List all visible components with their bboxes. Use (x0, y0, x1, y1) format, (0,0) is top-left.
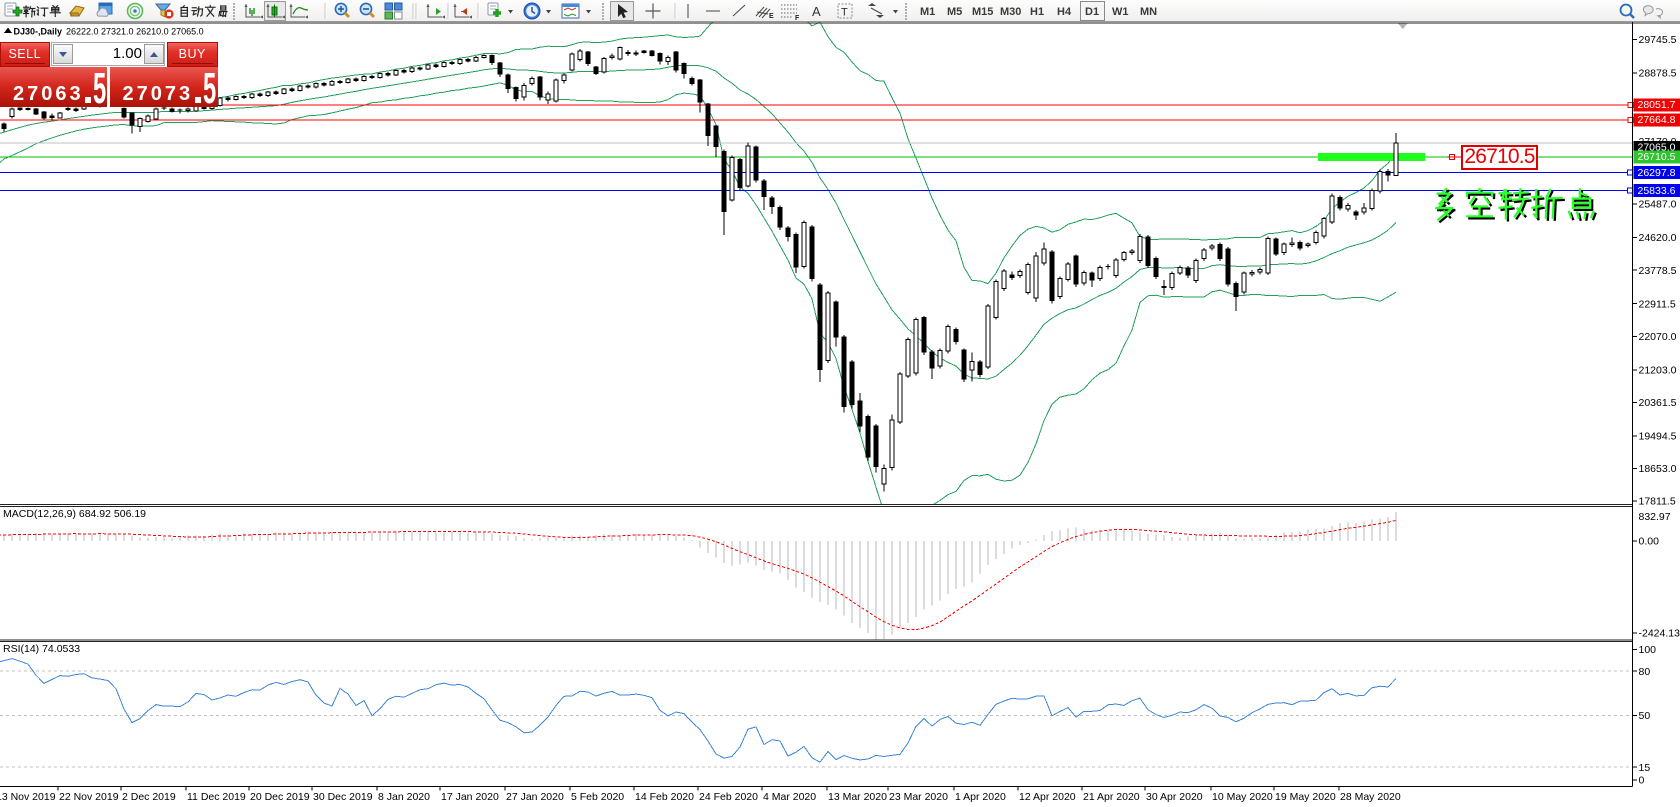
svg-text:5 Feb 2020: 5 Feb 2020 (571, 791, 624, 803)
svg-text:100: 100 (1639, 644, 1657, 656)
svg-text:28 May 2020: 28 May 2020 (1340, 791, 1401, 803)
svg-text:4 Mar 2020: 4 Mar 2020 (763, 791, 816, 803)
svg-text:17 Jan 2020: 17 Jan 2020 (441, 791, 499, 803)
svg-text:30 Dec 2019: 30 Dec 2019 (313, 791, 373, 803)
svg-text:MACD(12,26,9) 684.92 506.19: MACD(12,26,9) 684.92 506.19 (3, 508, 146, 520)
svg-text:25487.0: 25487.0 (1639, 199, 1677, 211)
svg-text:1 Apr 2020: 1 Apr 2020 (955, 791, 1006, 803)
svg-text:RSI(14) 74.0533: RSI(14) 74.0533 (3, 643, 80, 655)
svg-text:24620.0: 24620.0 (1639, 232, 1677, 244)
svg-text:2 Dec 2019: 2 Dec 2019 (122, 791, 176, 803)
svg-text:D1: D1 (1085, 6, 1099, 18)
svg-text:8 Jan 2020: 8 Jan 2020 (378, 791, 430, 803)
svg-text:M5: M5 (947, 6, 962, 18)
svg-text:DJ30-,Daily: DJ30-,Daily (14, 27, 63, 37)
svg-text:T: T (841, 7, 848, 19)
svg-text:19 May 2020: 19 May 2020 (1275, 791, 1336, 803)
svg-text:30 Apr 2020: 30 Apr 2020 (1146, 791, 1203, 803)
svg-text:13 Nov 2019: 13 Nov 2019 (0, 791, 56, 803)
svg-text:26222.0 27321.0 26210.0 27065.: 26222.0 27321.0 26210.0 27065.0 (66, 27, 204, 37)
svg-text:21 Apr 2020: 21 Apr 2020 (1083, 791, 1140, 803)
svg-text:24 Feb 2020: 24 Feb 2020 (699, 791, 758, 803)
svg-text:M15: M15 (972, 6, 993, 18)
svg-text:22911.5: 22911.5 (1639, 298, 1676, 310)
svg-text:25833.6: 25833.6 (1638, 185, 1676, 197)
svg-text:E: E (769, 13, 774, 20)
svg-text:14 Feb 2020: 14 Feb 2020 (635, 791, 694, 803)
svg-text:27664.8: 27664.8 (1638, 114, 1676, 126)
svg-text:26297.8: 26297.8 (1638, 167, 1676, 179)
svg-text:29745.5: 29745.5 (1639, 34, 1677, 46)
svg-text:10 May 2020: 10 May 2020 (1212, 791, 1273, 803)
svg-text:H4: H4 (1057, 6, 1072, 18)
svg-text:12 Apr 2020: 12 Apr 2020 (1019, 791, 1076, 803)
svg-text:20361.5: 20361.5 (1639, 397, 1677, 409)
svg-text:H1: H1 (1030, 6, 1044, 18)
svg-text:-2424.13: -2424.13 (1639, 628, 1680, 640)
svg-text:17811.5: 17811.5 (1639, 496, 1676, 508)
svg-text:F: F (795, 15, 800, 22)
svg-text:A: A (812, 4, 821, 19)
svg-text:15: 15 (1639, 762, 1651, 774)
svg-text:M1: M1 (920, 6, 935, 18)
svg-text:50: 50 (1639, 710, 1651, 722)
svg-text:13 Mar 2020: 13 Mar 2020 (828, 791, 887, 803)
svg-text:19494.5: 19494.5 (1639, 431, 1677, 443)
svg-text:80: 80 (1639, 666, 1651, 678)
svg-text:832.97: 832.97 (1639, 511, 1671, 523)
svg-text:22070.0: 22070.0 (1639, 331, 1677, 343)
svg-text:28878.5: 28878.5 (1639, 68, 1677, 80)
svg-text:18653.0: 18653.0 (1639, 463, 1677, 475)
svg-text:0.00: 0.00 (1639, 535, 1660, 547)
svg-text:22 Nov 2019: 22 Nov 2019 (59, 791, 119, 803)
svg-text:W1: W1 (1112, 6, 1129, 18)
svg-text:26710.5: 26710.5 (1638, 151, 1676, 163)
svg-text:23778.5: 23778.5 (1639, 265, 1677, 277)
svg-text:23 Mar 2020: 23 Mar 2020 (889, 791, 948, 803)
svg-text:MN: MN (1140, 6, 1157, 18)
svg-text:11 Dec 2019: 11 Dec 2019 (187, 791, 246, 803)
svg-text:M30: M30 (1000, 6, 1021, 18)
svg-text:0: 0 (1639, 775, 1645, 787)
svg-text:20 Dec 2019: 20 Dec 2019 (250, 791, 310, 803)
svg-text:21203.0: 21203.0 (1639, 364, 1677, 376)
svg-text:28051.7: 28051.7 (1638, 99, 1676, 111)
svg-text:27 Jan 2020: 27 Jan 2020 (506, 791, 564, 803)
